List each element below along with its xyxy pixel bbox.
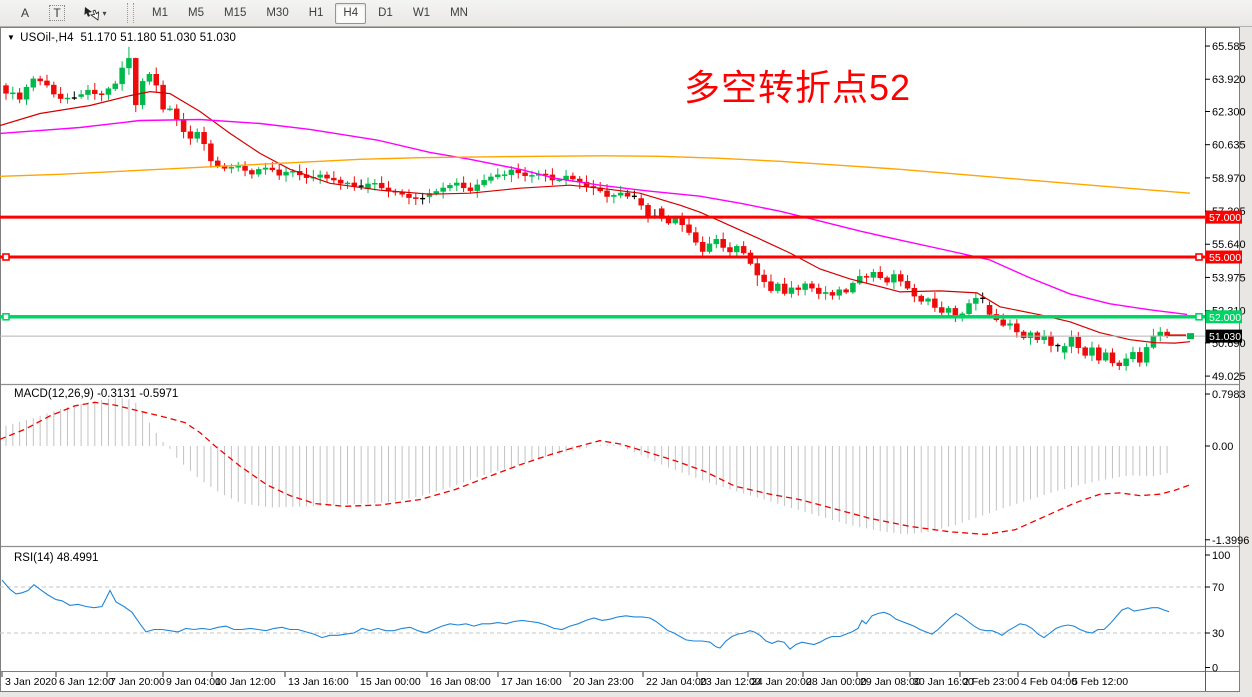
ma-slow-orange bbox=[0, 155, 1191, 194]
price-label-55.000 bbox=[1206, 250, 1242, 264]
timeframe-button-d1[interactable]: D1 bbox=[378, 7, 393, 19]
timeframe-button-m1[interactable]: M1 bbox=[152, 7, 168, 19]
chart-annotation: 多空转折点52 bbox=[684, 67, 912, 108]
timeframe-button-w1[interactable]: W1 bbox=[412, 7, 431, 19]
timeframe-button-m30[interactable]: M30 bbox=[266, 7, 289, 19]
last-close-marker bbox=[1187, 333, 1194, 340]
timeframe-button-m5[interactable]: M5 bbox=[187, 7, 204, 19]
cursor-arrows-icon bbox=[84, 6, 100, 21]
hline-55[interactable] bbox=[0, 255, 1205, 259]
chart-canvas[interactable]: 65.58563.92062.30060.63558.97057.30555.6… bbox=[0, 27, 1252, 697]
svg-text:60.635: 60.635 bbox=[1212, 140, 1246, 152]
macd-histogram bbox=[5, 397, 1168, 535]
arrange-windows-button[interactable]: A bbox=[20, 6, 29, 20]
timeframe-button-m15[interactable]: M15 bbox=[223, 7, 247, 19]
svg-text:13 Jan 16:00: 13 Jan 16:00 bbox=[288, 676, 349, 688]
ma-mid-magenta bbox=[0, 118, 1188, 316]
svg-text:16 Jan 08:00: 16 Jan 08:00 bbox=[430, 676, 491, 688]
svg-text:100: 100 bbox=[1212, 550, 1230, 562]
svg-text:55.000: 55.000 bbox=[1209, 252, 1241, 264]
price-label-52.000 bbox=[1206, 310, 1242, 324]
timeframe-button-mn[interactable]: MN bbox=[450, 7, 468, 19]
hline-57[interactable] bbox=[0, 215, 1205, 219]
svg-text:23 Jan 12:00: 23 Jan 12:00 bbox=[700, 676, 761, 688]
svg-text:51.030: 51.030 bbox=[1209, 331, 1241, 343]
text-tool-label: T bbox=[49, 5, 65, 21]
svg-text:0: 0 bbox=[1212, 663, 1218, 675]
svg-text:17 Jan 16:00: 17 Jan 16:00 bbox=[501, 676, 562, 688]
time-axis[interactable]: 3 Jan 2020 6 Jan 12:007 Jan 20:00 9 Jan 04… bbox=[1, 672, 1128, 688]
svg-text:55.640: 55.640 bbox=[1212, 239, 1246, 251]
svg-text:20 Jan 23:00: 20 Jan 23:00 bbox=[573, 676, 634, 688]
svg-text:9 Jan 04:00: 9 Jan 04:00 bbox=[166, 676, 221, 688]
hline-52[interactable] bbox=[0, 315, 1205, 319]
toolbar: A T ▾ M1 M5 M15 M30 H1 H4 D1 W1 MN bbox=[0, 0, 1252, 27]
rsi-line bbox=[1, 579, 1170, 650]
svg-text:57.000: 57.000 bbox=[1209, 212, 1241, 224]
macd-signal-line bbox=[0, 401, 1191, 536]
svg-text:6 Jan 12:00: 6 Jan 12:00 bbox=[59, 676, 114, 688]
timeframe-button-h4[interactable]: H4 bbox=[335, 2, 367, 24]
svg-text:0.00: 0.00 bbox=[1212, 441, 1233, 453]
svg-text:29 Jan 08:00: 29 Jan 08:00 bbox=[860, 676, 921, 688]
chart-title: ▼ USOil-,H4 51.170 51.180 51.030 51.030 bbox=[7, 32, 236, 44]
svg-text:7 Jan 20:00: 7 Jan 20:00 bbox=[110, 676, 165, 688]
text-tool-button[interactable]: T bbox=[42, 2, 72, 25]
cursor-tool-button[interactable]: ▾ bbox=[74, 2, 116, 25]
svg-text:52.000: 52.000 bbox=[1209, 312, 1241, 324]
collapse-triangle-icon[interactable]: ▼ bbox=[7, 33, 16, 42]
svg-text:53.975: 53.975 bbox=[1212, 272, 1246, 284]
price-axis[interactable]: 65.58563.92062.30060.63558.97057.30555.6… bbox=[1205, 41, 1246, 383]
svg-text:15 Jan 00:00: 15 Jan 00:00 bbox=[360, 676, 421, 688]
svg-text:-1.3996: -1.3996 bbox=[1212, 535, 1249, 547]
rsi-axis[interactable]: 100 70 30 0 bbox=[1205, 550, 1230, 675]
svg-text:65.585: 65.585 bbox=[1212, 41, 1246, 53]
price-label-57.000 bbox=[1206, 210, 1242, 224]
svg-text:62.300: 62.300 bbox=[1212, 107, 1246, 119]
svg-text:30 Jan 16:00: 30 Jan 16:00 bbox=[913, 676, 974, 688]
price-label-51.030 bbox=[1206, 329, 1242, 343]
svg-text:3 Jan 2020: 3 Jan 2020 bbox=[5, 676, 57, 688]
macd-indicator-label: MACD(12,26,9) -0.3131 -0.5971 bbox=[14, 388, 179, 400]
chart-title-text: USOil-,H4 51.170 51.180 51.030 51.030 bbox=[20, 32, 237, 44]
timeframe-button-h1[interactable]: H1 bbox=[308, 7, 324, 19]
dropdown-caret-icon: ▾ bbox=[102, 8, 107, 18]
macd-axis[interactable]: 0.7983 0.00 -1.3996 bbox=[1205, 389, 1249, 547]
rsi-indicator-label: RSI(14) 48.4991 bbox=[14, 552, 99, 564]
svg-text:22 Jan 04:00: 22 Jan 04:00 bbox=[646, 676, 707, 688]
svg-text:30: 30 bbox=[1212, 628, 1224, 640]
svg-text:24 Jan 20:00: 24 Jan 20:00 bbox=[751, 676, 812, 688]
svg-text:28 Jan 00:00: 28 Jan 00:00 bbox=[806, 676, 867, 688]
svg-text:4 Feb 04:00: 4 Feb 04:00 bbox=[1021, 676, 1077, 688]
toolbar-grip[interactable] bbox=[127, 3, 134, 23]
svg-text:2 Feb 23:00: 2 Feb 23:00 bbox=[963, 676, 1019, 688]
svg-text:5 Feb 12:00: 5 Feb 12:00 bbox=[1072, 676, 1128, 688]
svg-text:10 Jan 12:00: 10 Jan 12:00 bbox=[215, 676, 276, 688]
timeframe-toolbar: M1 M5 M15 M30 H1 H4 D1 W1 MN bbox=[142, 0, 478, 27]
svg-text:70: 70 bbox=[1212, 582, 1224, 594]
svg-text:49.025: 49.025 bbox=[1212, 371, 1246, 383]
svg-text:0.7983: 0.7983 bbox=[1212, 389, 1246, 401]
svg-text:58.970: 58.970 bbox=[1212, 173, 1246, 185]
svg-text:63.920: 63.920 bbox=[1212, 74, 1246, 86]
